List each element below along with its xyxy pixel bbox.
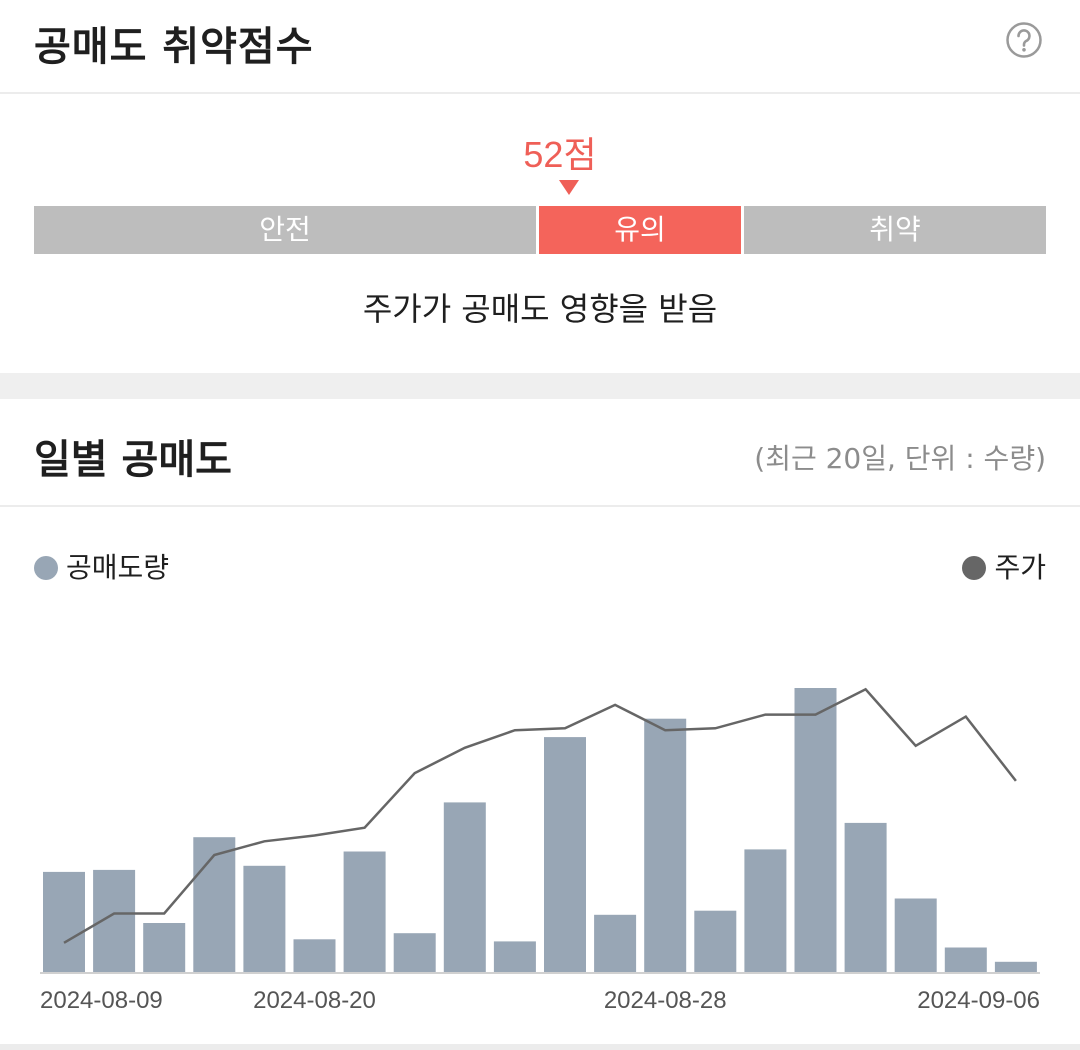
bar-17 [894, 898, 937, 972]
section-subtitle: (최근 20일, 단위 : 수량) [754, 442, 1046, 475]
score-marker-icon [559, 180, 579, 195]
page-title: 공매도 취약점수 [34, 24, 314, 70]
help-icon[interactable] [1005, 21, 1043, 59]
x-tick-label-3: 2024-09-06 [917, 987, 1040, 1014]
price-line [63, 687, 1017, 944]
bar-18 [944, 947, 987, 972]
bar-16 [844, 822, 887, 972]
section-title: 일별 공매도 [34, 437, 232, 483]
section-divider [0, 373, 1080, 399]
scale-segment-caution: 유의 [539, 206, 741, 254]
bar-14 [744, 849, 787, 972]
bar-9 [493, 941, 536, 972]
bar-12 [644, 718, 687, 972]
legend-price: 주가 [962, 546, 1046, 586]
legend-line-dot-icon [962, 556, 987, 580]
scale-segment-safe: 안전 [34, 206, 536, 254]
bar-13 [694, 910, 737, 972]
score-description: 주가가 공매도 영향을 받음 [362, 290, 718, 328]
bar-0 [43, 871, 85, 972]
legend-bar-dot-icon [34, 556, 58, 580]
bar-8 [443, 802, 486, 972]
bottom-divider [0, 1044, 1080, 1050]
legend-short-volume: 공매도량 [34, 546, 169, 586]
x-tick-label-0: 2024-08-09 [40, 987, 163, 1014]
bar-15 [794, 688, 837, 972]
score-header: 공매도 취약점수 [0, 0, 1080, 94]
bar-3 [193, 837, 236, 972]
bar-19 [994, 961, 1037, 972]
legend-bar-label: 공매도량 [66, 551, 170, 584]
bar-11 [594, 914, 637, 972]
x-tick-label-1: 2024-08-20 [253, 987, 376, 1014]
bar-7 [393, 933, 436, 972]
bar-5 [293, 939, 336, 972]
scale-segment-vulnerable: 취약 [744, 206, 1046, 254]
bar-10 [544, 737, 586, 972]
bar-4 [243, 865, 286, 972]
daily-short-chart: 2024-08-09 2024-08-20 2024-08-28 2024-09-06 [40, 687, 1040, 1014]
risk-scale: 안전 유의 취약 [34, 206, 1046, 254]
legend-line-label: 주가 [994, 551, 1046, 584]
daily-section-header: 일별 공매도 (최근 20일, 단위 : 수량) [0, 399, 1080, 507]
bar-2 [143, 923, 186, 972]
score-value: 52점 [523, 134, 597, 175]
bar-6 [343, 851, 386, 972]
x-tick-label-2: 2024-08-28 [604, 987, 727, 1014]
